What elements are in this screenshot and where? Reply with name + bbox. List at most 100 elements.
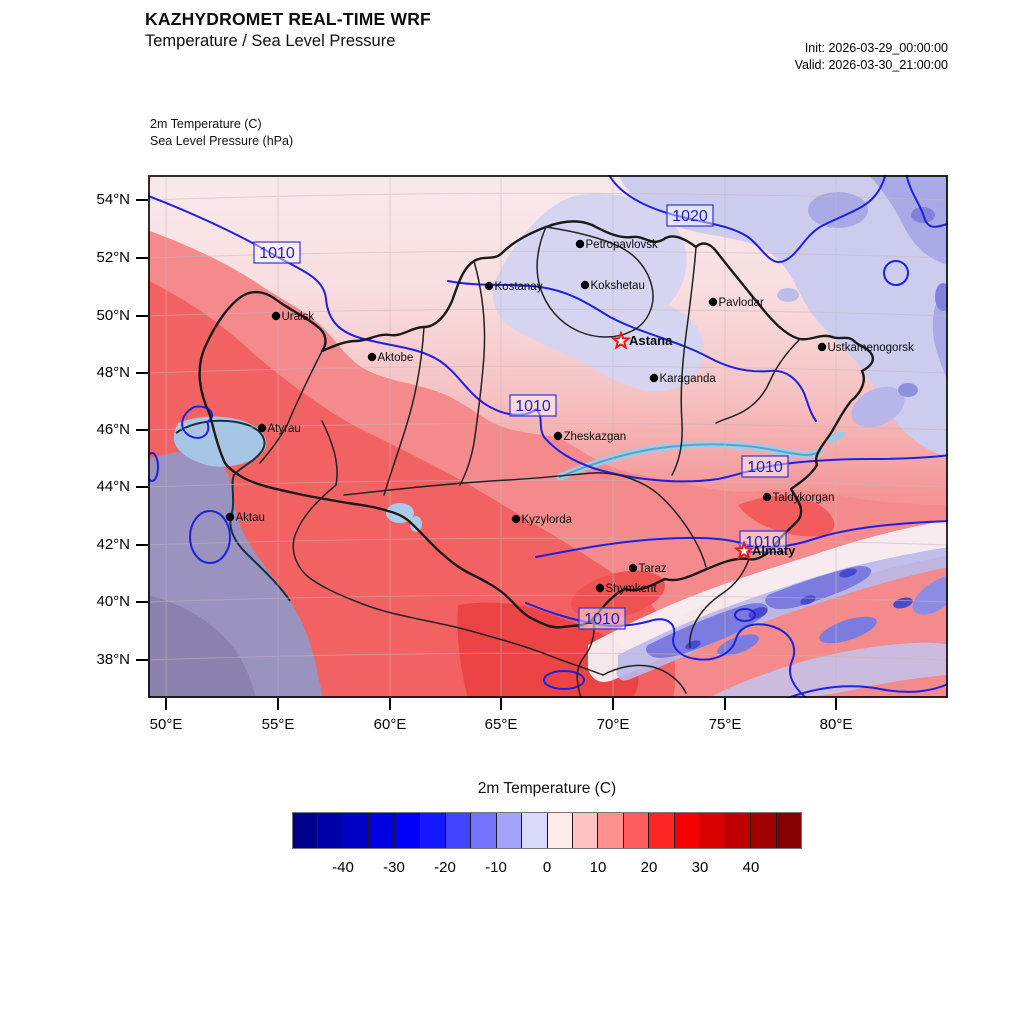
city-marker-kokshetau: Kokshetau bbox=[580, 280, 645, 292]
lon-label-70-e: 70°E bbox=[596, 716, 630, 733]
city-label-aktau: Aktau bbox=[236, 512, 265, 524]
city-marker-uralsk: Uralsk bbox=[271, 311, 315, 323]
colorbar-label-10: 10 bbox=[589, 859, 607, 876]
pressure-label-box bbox=[741, 455, 789, 478]
city-marker-taraz: Taraz bbox=[628, 563, 667, 575]
lon-tick bbox=[835, 698, 837, 710]
caspian-coastline bbox=[175, 419, 291, 602]
pressure-labels: 1010 1020 1010 1010 1010 1010 bbox=[253, 204, 789, 630]
colorbar-segment-15 bbox=[674, 813, 701, 848]
city-dot-icon bbox=[484, 281, 494, 291]
colorbar-label-40: 40 bbox=[742, 859, 760, 876]
pressure-label-text: 1020 bbox=[672, 208, 708, 225]
lon-tick bbox=[724, 698, 726, 710]
pressure-label-text: 1010 bbox=[584, 611, 620, 628]
city-marker-pavlodar: Pavlodar bbox=[708, 297, 765, 309]
colorbar-segment-19 bbox=[776, 813, 802, 848]
city-label-uralsk: Uralsk bbox=[282, 311, 315, 323]
colorbar-label--40: -40 bbox=[332, 859, 354, 876]
pressure-label-1020-1: 1020 bbox=[666, 204, 714, 227]
colorbar-label--30: -30 bbox=[383, 859, 405, 876]
colorbar-segment-6 bbox=[445, 813, 472, 848]
city-markers: Petropavlovsk Kostanay Kokshetau Pavlodar Ur… bbox=[225, 239, 915, 595]
city-marker-aktau: Aktau bbox=[225, 512, 265, 524]
city-dot-icon bbox=[817, 342, 827, 352]
pressure-label-1010-3: 1010 bbox=[741, 455, 789, 478]
city-dot-icon bbox=[708, 297, 718, 307]
lon-tick bbox=[389, 698, 391, 710]
graticule-parallel bbox=[148, 537, 948, 546]
city-marker-zheskazgan: Zheskazgan bbox=[553, 431, 626, 443]
north-caspian-shallow bbox=[173, 416, 267, 467]
init-timestamp: Init: 2026-03-29_00:00:00 bbox=[804, 41, 948, 55]
city-label-taldykorgan: Taldykorgan bbox=[773, 492, 835, 504]
star-icon bbox=[610, 330, 632, 350]
city-dot-icon bbox=[225, 512, 235, 522]
city-dot-icon bbox=[367, 352, 377, 362]
lat-tick bbox=[136, 199, 148, 201]
city-marker-petropavlovsk: Petropavlovsk bbox=[575, 239, 658, 251]
colorbar-title: 2m Temperature (C) bbox=[477, 780, 617, 797]
city-dot-icon bbox=[257, 423, 267, 433]
lat-label-54-n: 54°N bbox=[96, 191, 130, 208]
city-marker-ustkamenogorsk: Ustkamenogorsk bbox=[817, 342, 915, 354]
lon-tick bbox=[277, 698, 279, 710]
field-labels: 2m Temperature (C) Sea Level Pressure (h… bbox=[150, 116, 293, 150]
lat-label-48-n: 48°N bbox=[96, 364, 130, 381]
lat-label-46-n: 46°N bbox=[96, 421, 130, 438]
colorbar-label--10: -10 bbox=[485, 859, 507, 876]
valid-timestamp: Valid: 2026-03-30_21:00:00 bbox=[794, 57, 948, 72]
lat-label-38-n: 38°N bbox=[96, 651, 130, 668]
colorbar-segment-9 bbox=[522, 813, 548, 848]
lat-label-42-n: 42°N bbox=[96, 536, 130, 553]
star-icon bbox=[733, 540, 755, 560]
colorbar-segment-0 bbox=[293, 813, 319, 848]
pressure-label-box bbox=[578, 607, 626, 630]
lat-label-40-n: 40°N bbox=[96, 593, 130, 610]
colorbar-segment-2 bbox=[343, 813, 370, 848]
city-marker-aktobe: Aktobe bbox=[367, 352, 414, 364]
oblast-borders bbox=[259, 226, 801, 698]
pressure-label-text: 1010 bbox=[259, 245, 295, 262]
title-block: KAZHYDROMET REAL-TIME WRF Temperature / … bbox=[145, 9, 431, 51]
pressure-label-box bbox=[253, 241, 301, 264]
city-marker-atyrau: Atyrau bbox=[257, 423, 301, 435]
city-marker-taldykorgan: Taldykorgan bbox=[762, 492, 835, 504]
colorbar-segment-13 bbox=[623, 813, 650, 848]
city-dot-icon bbox=[628, 563, 638, 573]
colorbar-segment-3 bbox=[369, 813, 395, 848]
map-border-frame bbox=[148, 175, 948, 698]
pressure-label-1010-0: 1010 bbox=[253, 241, 301, 264]
colorbar-segment-12 bbox=[598, 813, 624, 848]
graticule-parallel bbox=[148, 365, 948, 374]
lon-label-80-e: 80°E bbox=[819, 716, 853, 733]
graticule-parallel bbox=[148, 250, 948, 259]
city-dot-icon bbox=[649, 373, 659, 383]
lon-tick bbox=[612, 698, 614, 710]
colorbar-segment-5 bbox=[420, 813, 446, 848]
pressure-label-box bbox=[666, 204, 714, 227]
lat-tick bbox=[136, 601, 148, 603]
lon-tick bbox=[500, 698, 502, 710]
colorbar-segment-16 bbox=[700, 813, 726, 848]
run-timestamps: Init: 2026-03-29_00:00:00 Valid: 2026-03… bbox=[795, 40, 948, 74]
lat-tick bbox=[136, 659, 148, 661]
lat-tick bbox=[136, 315, 148, 317]
page-subtitle: Temperature / Sea Level Pressure bbox=[145, 32, 396, 50]
city-label-pavlodar: Pavlodar bbox=[719, 297, 765, 309]
city-marker-kostanay: Kostanay bbox=[484, 281, 543, 293]
lat-tick bbox=[136, 257, 148, 259]
pressure-contours bbox=[148, 175, 948, 698]
colorbar-segment-10 bbox=[547, 813, 573, 848]
city-dot-icon bbox=[553, 431, 563, 441]
city-label-aktobe: Aktobe bbox=[378, 352, 414, 364]
pressure-label-box bbox=[509, 394, 557, 417]
field-label-temperature: 2m Temperature (C) bbox=[150, 117, 262, 131]
colorbar-segment-18 bbox=[751, 813, 777, 848]
city-label-taraz: Taraz bbox=[639, 563, 667, 575]
city-marker-kyzylorda: Kyzylorda bbox=[511, 514, 573, 526]
city-label-ustkamenogorsk: Ustkamenogorsk bbox=[828, 342, 915, 354]
lat-tick bbox=[136, 372, 148, 374]
city-label-astana: Astana bbox=[629, 333, 673, 348]
